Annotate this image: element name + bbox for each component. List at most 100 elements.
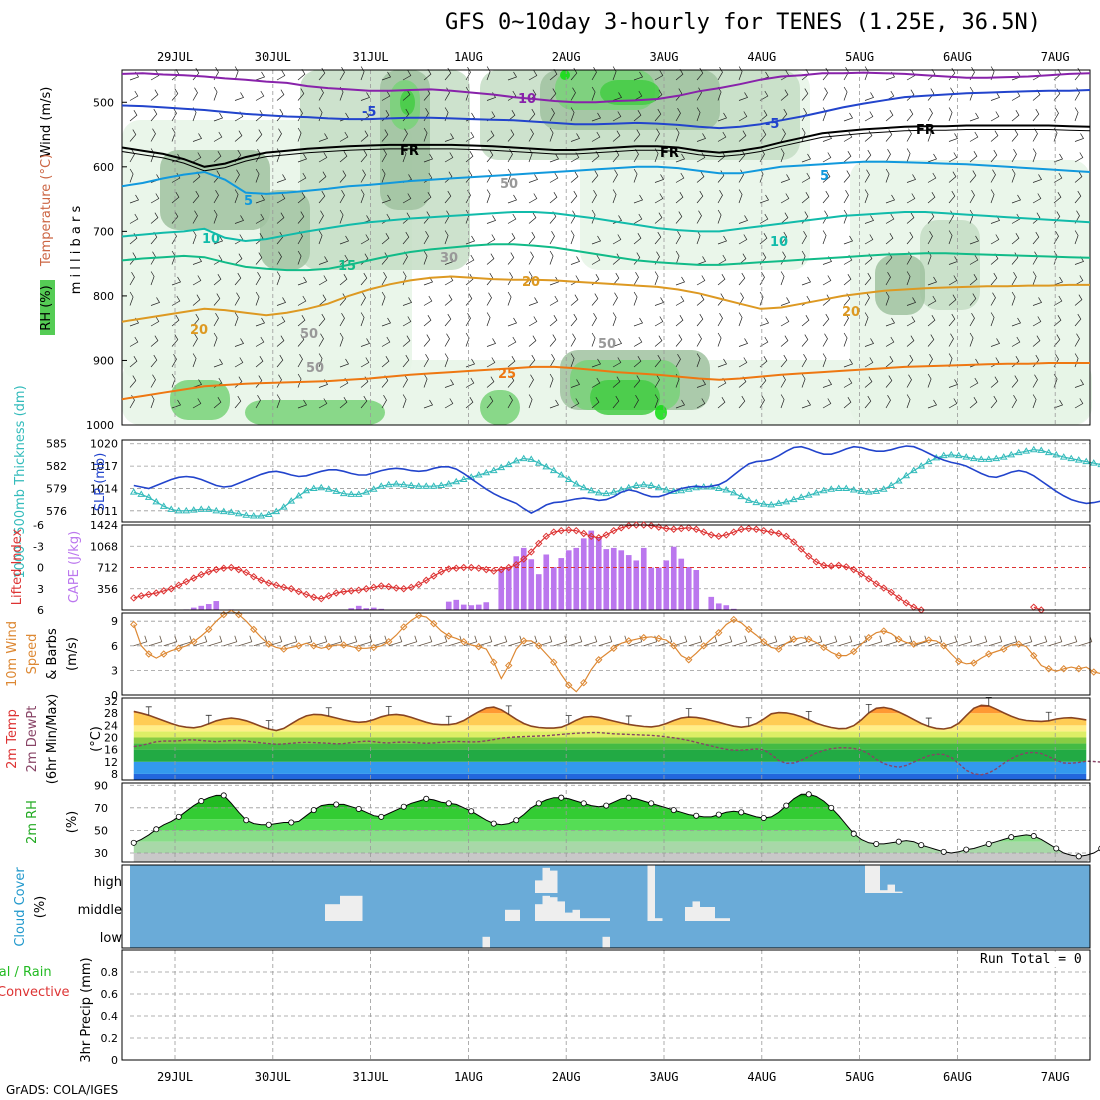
wind-barb bbox=[423, 295, 433, 306]
wind-barb bbox=[948, 171, 957, 183]
wind-barb bbox=[927, 127, 932, 142]
wind-barb bbox=[402, 193, 412, 204]
thickness-marker bbox=[324, 485, 333, 492]
wind-barb bbox=[696, 379, 707, 388]
surface-wind-barb bbox=[388, 635, 403, 647]
rh-marker bbox=[760, 814, 767, 821]
wind-barb bbox=[843, 86, 848, 101]
cloud-middle-bar bbox=[722, 918, 730, 921]
date-label-bottom: 5AUG bbox=[845, 1070, 874, 1084]
wind-barb bbox=[654, 394, 659, 409]
thickness-tick-label: 576 bbox=[46, 505, 67, 518]
rh-fill-region bbox=[875, 255, 925, 315]
wind-barb bbox=[822, 353, 827, 368]
li-axis-label: Lifted Index bbox=[10, 528, 25, 605]
cape-bar bbox=[445, 601, 452, 610]
li-marker bbox=[332, 589, 340, 597]
wind-barb bbox=[864, 376, 873, 388]
thickness-marker bbox=[159, 502, 168, 509]
contour-label: 5 bbox=[244, 194, 253, 209]
wind-barb bbox=[486, 169, 492, 183]
rh-marker bbox=[603, 802, 610, 809]
wind-barb bbox=[234, 66, 239, 81]
wind-barb bbox=[969, 131, 979, 142]
thickness-marker bbox=[1022, 447, 1031, 454]
wind-speed-marker bbox=[655, 634, 663, 643]
thickness-frame bbox=[121, 439, 1091, 523]
li-marker bbox=[640, 521, 648, 529]
wind-barb bbox=[234, 292, 240, 306]
wind-barb bbox=[381, 149, 387, 163]
surface-wind-barb bbox=[523, 635, 538, 647]
wind-barb bbox=[528, 394, 533, 409]
wind-barb bbox=[570, 353, 575, 368]
rh-fill-region bbox=[480, 390, 520, 425]
wind-barb bbox=[528, 251, 534, 265]
thickness-marker bbox=[684, 485, 693, 492]
surface-wind-barb bbox=[433, 635, 448, 647]
wind-barb bbox=[192, 210, 198, 224]
li-marker bbox=[175, 581, 183, 589]
thickness-marker bbox=[294, 491, 303, 499]
wind-barb bbox=[255, 272, 261, 286]
temp-tick-label: 16 bbox=[104, 744, 118, 757]
wind-barb bbox=[486, 395, 494, 409]
thickness-marker bbox=[819, 486, 828, 494]
wind-barb bbox=[276, 89, 285, 101]
wind-barb bbox=[1032, 212, 1041, 224]
wind-barb bbox=[696, 171, 705, 183]
wind-barb bbox=[213, 112, 224, 122]
wind-barb bbox=[822, 230, 827, 245]
li-marker bbox=[632, 521, 640, 529]
wind-barb bbox=[885, 291, 890, 306]
cloud-middle-bar bbox=[692, 901, 700, 921]
wind-barb bbox=[339, 397, 348, 409]
wind-barb bbox=[360, 395, 368, 409]
li-marker bbox=[737, 525, 745, 533]
cape-bar bbox=[558, 558, 565, 610]
thickness-marker bbox=[384, 480, 393, 488]
pressure-tick-label: 600 bbox=[93, 161, 114, 174]
cape-bar bbox=[610, 547, 617, 610]
wind-barb bbox=[1053, 276, 1064, 286]
thickness-marker bbox=[287, 497, 296, 504]
thickness-marker bbox=[632, 481, 641, 488]
thickness-marker bbox=[392, 480, 401, 487]
wind-barb bbox=[129, 194, 140, 204]
wind-barb bbox=[360, 292, 366, 306]
rh-frame bbox=[121, 782, 1091, 863]
wind-speed-marker bbox=[955, 657, 963, 666]
thickness-marker bbox=[909, 466, 918, 474]
wind-barb bbox=[507, 252, 515, 265]
wind-barb bbox=[423, 250, 428, 265]
wind-barb bbox=[969, 377, 979, 388]
rh-tick-label: 50 bbox=[94, 824, 108, 837]
wind-barb bbox=[444, 133, 455, 142]
wind-barb bbox=[738, 272, 746, 286]
wind-barb bbox=[297, 295, 307, 306]
wind-barb bbox=[780, 316, 790, 327]
wind-barb bbox=[1053, 172, 1063, 183]
wind-speed-marker bbox=[355, 644, 363, 652]
li-marker bbox=[167, 585, 175, 593]
li-marker bbox=[782, 532, 790, 541]
wind-barb bbox=[591, 190, 597, 204]
wind-barb bbox=[129, 168, 134, 183]
date-label-bottom: 31JUL bbox=[353, 1070, 389, 1084]
wind-barb bbox=[990, 357, 1000, 368]
wind-barb bbox=[675, 231, 681, 245]
rh-marker bbox=[895, 838, 902, 845]
wind-barb bbox=[675, 108, 681, 122]
rh-marker bbox=[963, 846, 970, 853]
cloud-middle-bar bbox=[512, 909, 520, 921]
surface-wind-barb bbox=[703, 635, 718, 647]
wind-barb bbox=[948, 313, 956, 327]
wind-barb bbox=[402, 70, 412, 81]
wind-barb bbox=[549, 276, 560, 286]
wind-barb bbox=[885, 356, 894, 368]
thickness-marker bbox=[144, 493, 153, 500]
date-label-top: 4AUG bbox=[747, 50, 776, 64]
wind-barb bbox=[318, 230, 323, 245]
rh-tick-label: 70 bbox=[94, 802, 108, 815]
contour-label: 30 bbox=[440, 251, 458, 266]
